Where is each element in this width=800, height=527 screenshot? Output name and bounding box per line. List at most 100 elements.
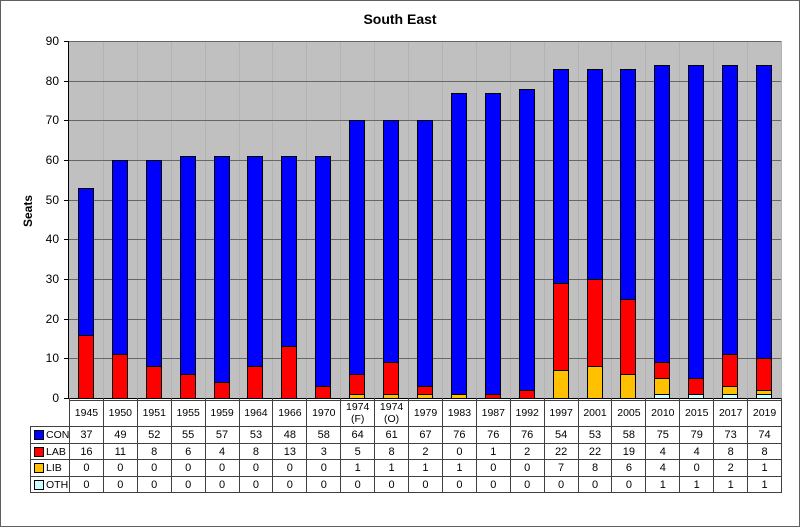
- bar-segment-lib-2005: [620, 374, 636, 399]
- table-grid-line: [645, 398, 646, 492]
- y-axis-tick: [64, 200, 69, 201]
- y-gridline: [69, 41, 781, 42]
- category-separator: [476, 41, 477, 398]
- table-year-header-1992: 1992: [515, 406, 539, 419]
- table-cell-lib-2017: 2: [727, 462, 734, 474]
- y-axis-tick: [64, 398, 69, 399]
- table-cell-lib-1987: 0: [490, 462, 497, 474]
- category-separator: [103, 41, 104, 398]
- table-cell-con-1955: 55: [182, 429, 195, 441]
- table-cell-con-1950: 49: [114, 429, 127, 441]
- category-separator: [679, 41, 680, 398]
- bar-segment-con-2015: [688, 65, 704, 379]
- table-cell-lib-2019: 1: [761, 462, 768, 474]
- table-cell-oth-1979: 0: [422, 478, 429, 491]
- table-year-header-1964: 1964: [244, 406, 268, 419]
- bar-segment-con-1979: [417, 120, 433, 387]
- table-cell-con-2017: 73: [724, 429, 737, 441]
- table-cell-con-1974-f: 64: [351, 429, 364, 441]
- y-axis-tick-label: 80: [45, 74, 59, 88]
- table-cell-lib-1964: 0: [252, 462, 260, 474]
- bar-segment-lab-1951: [146, 366, 162, 399]
- bar-segment-con-2001: [587, 69, 603, 280]
- table-cell-lib-2005: 6: [625, 462, 632, 474]
- table-cell-con-1987: 76: [487, 429, 500, 441]
- bar-segment-con-1945: [78, 188, 94, 336]
- bar-segment-con-1997: [553, 69, 569, 284]
- table-year-header-1997: 1997: [549, 406, 573, 419]
- bar-segment-con-1974-f: [349, 120, 365, 375]
- table-cell-oth-2010: 1: [659, 478, 666, 491]
- bar-segment-lab-1970: [315, 386, 331, 399]
- table-grid-line: [781, 398, 782, 492]
- y-axis-tick-label: 50: [45, 193, 59, 207]
- table-cell-lib-1992: 0: [524, 462, 531, 474]
- bar-segment-lib-2001: [587, 366, 603, 399]
- table-cell-oth-1966: 0: [286, 478, 293, 491]
- table-cell-lab-1987: 1: [490, 445, 497, 458]
- legend-row-oth: OTH: [31, 477, 69, 492]
- table-year-header-2010: 2010: [651, 406, 675, 419]
- table-grid-line: [205, 398, 206, 492]
- table-cell-oth-1987: 0: [490, 478, 497, 491]
- table-cell-lib-2010: 4: [659, 462, 666, 474]
- legend-swatch-lab: [34, 446, 44, 457]
- table-cell-con-2005: 58: [622, 429, 636, 441]
- table-cell-con-1974-o: 61: [385, 429, 398, 441]
- table-cell-oth-1951: 0: [151, 478, 158, 491]
- bar-segment-con-1966: [281, 156, 297, 347]
- table-year-header-1951: 1951: [142, 406, 166, 419]
- table-cell-lab-1974-f: 5: [354, 445, 361, 458]
- category-separator: [272, 41, 273, 398]
- table-cell-lab-1983: 0: [456, 445, 463, 458]
- y-axis-tick: [64, 358, 69, 359]
- table-grid-line: [103, 398, 104, 492]
- bar-segment-lib-1997: [553, 370, 569, 399]
- table-cell-lab-1966: 13: [283, 445, 296, 458]
- legend-row-lib: LIB: [31, 460, 69, 476]
- y-axis-tick-label: 40: [45, 232, 59, 246]
- table-year-header-1966: 1966: [278, 406, 302, 419]
- bar-segment-lab-1959: [214, 382, 230, 399]
- table-cell-con-1951: 52: [148, 429, 161, 441]
- table-grid-line: [442, 398, 443, 492]
- y-axis-tick: [64, 81, 69, 82]
- bar-segment-lab-1955: [180, 374, 196, 399]
- table-cell-lab-1970: 3: [320, 445, 327, 458]
- legend-row-con: CON: [31, 427, 69, 443]
- table-cell-oth-1974-o: 0: [388, 478, 395, 491]
- table-cell-con-1979: 67: [419, 429, 432, 441]
- table-cell-con-1992: 76: [521, 429, 534, 441]
- table-cell-lab-2005: 19: [622, 445, 636, 458]
- table-grid-line: [69, 398, 70, 492]
- table-grid-line: [171, 398, 172, 492]
- table-cell-lib-1950: 0: [117, 462, 124, 474]
- table-cell-lib-1983: 1: [456, 462, 463, 474]
- y-axis-tick: [64, 239, 69, 240]
- y-axis-tick-label: 0: [52, 391, 59, 405]
- bar-segment-con-1950: [112, 160, 128, 355]
- table-cell-lab-2015: 4: [693, 445, 700, 458]
- category-separator: [713, 41, 714, 398]
- table-grid-line: [476, 398, 477, 492]
- y-axis-tick-label: 30: [45, 272, 59, 286]
- table-cell-oth-2005: 0: [625, 478, 632, 491]
- legend-label-con: CON: [46, 429, 70, 441]
- bar-segment-lab-1950: [112, 354, 128, 399]
- category-separator: [544, 41, 545, 398]
- table-grid-line: [374, 398, 375, 492]
- table-cell-oth-1992: 0: [524, 478, 531, 491]
- table-year-header-1983: 1983: [447, 406, 472, 419]
- category-separator: [171, 41, 172, 398]
- table-cell-lib-1974-o: 1: [388, 462, 395, 474]
- bar-segment-lab-1974-o: [383, 362, 399, 395]
- table-year-header-1945: 1945: [74, 406, 99, 419]
- table-cell-lib-2015: 0: [693, 462, 700, 474]
- table-cell-con-1983: 76: [453, 429, 466, 441]
- category-separator: [611, 41, 612, 398]
- table-cell-oth-2017: 1: [727, 478, 734, 491]
- y-axis-tick: [64, 120, 69, 121]
- bar-segment-lab-2015: [688, 378, 704, 395]
